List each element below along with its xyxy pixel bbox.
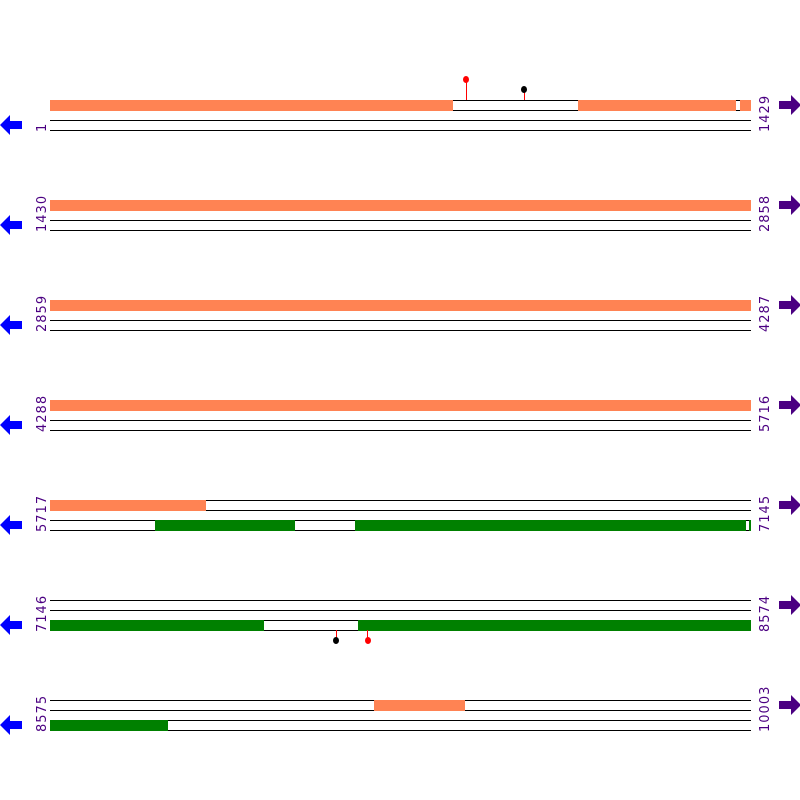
- arrow-left-icon[interactable]: [0, 415, 22, 439]
- marker-stem: [335, 630, 337, 640]
- arrow-left-icon[interactable]: [0, 215, 22, 239]
- arrow-right-icon[interactable]: [779, 495, 800, 519]
- top-strand-lane: [50, 100, 751, 111]
- marker-red-icon[interactable]: [463, 76, 470, 83]
- arrow-right-icon[interactable]: [779, 195, 800, 219]
- top-strand-lane: [50, 500, 751, 511]
- map-row: 2859 4287: [0, 200, 800, 335]
- arrow-right-icon[interactable]: [779, 695, 800, 719]
- row-end-label: 10003: [758, 685, 773, 732]
- forward-feature[interactable]: [50, 500, 207, 511]
- forward-feature[interactable]: [50, 400, 751, 411]
- top-strand-lane: [50, 600, 751, 611]
- forward-feature[interactable]: [50, 100, 454, 111]
- reverse-feature[interactable]: [50, 620, 264, 631]
- arrow-left-icon[interactable]: [0, 615, 22, 639]
- marker-black-icon[interactable]: [521, 86, 528, 93]
- map-row: 8575 10003: [0, 600, 800, 735]
- marker-stem: [523, 90, 525, 100]
- map-row: 5717 7145: [0, 400, 800, 535]
- bottom-strand-lane: [50, 720, 751, 731]
- arrow-right-icon[interactable]: [779, 95, 800, 119]
- marker-stem: [367, 630, 369, 640]
- forward-feature[interactable]: [50, 200, 751, 211]
- arrow-right-icon[interactable]: [779, 395, 800, 419]
- reverse-feature[interactable]: [358, 620, 751, 631]
- marker-black-icon[interactable]: [333, 637, 340, 644]
- bottom-strand-lane: [50, 220, 751, 231]
- marker-stem: [465, 80, 467, 100]
- reverse-feature[interactable]: [748, 520, 751, 531]
- row-start-label: 8575: [35, 694, 50, 732]
- top-strand-lane: [50, 700, 751, 711]
- reverse-feature[interactable]: [50, 720, 168, 731]
- arrow-left-icon[interactable]: [0, 715, 22, 739]
- map-row: 4288 5716: [0, 300, 800, 435]
- bottom-strand-lane: [50, 420, 751, 431]
- reverse-feature[interactable]: [355, 520, 746, 531]
- bottom-strand-lane: [50, 520, 751, 531]
- forward-feature[interactable]: [739, 100, 751, 111]
- forward-feature[interactable]: [50, 300, 751, 311]
- map-row: 1430 2858: [0, 100, 800, 235]
- forward-feature[interactable]: [578, 100, 737, 111]
- map-row: 1 1429: [0, 0, 800, 135]
- reverse-feature[interactable]: [154, 520, 295, 531]
- marker-red-icon[interactable]: [364, 637, 371, 644]
- arrow-left-icon[interactable]: [0, 315, 22, 339]
- top-strand-lane: [50, 200, 751, 211]
- bottom-strand-lane: [50, 120, 751, 131]
- arrow-left-icon[interactable]: [0, 515, 22, 539]
- arrow-left-icon[interactable]: [0, 115, 22, 139]
- forward-feature[interactable]: [374, 700, 465, 711]
- top-strand-lane: [50, 400, 751, 411]
- bottom-strand-lane: [50, 320, 751, 331]
- arrow-right-icon[interactable]: [779, 295, 800, 319]
- map-row: 7146 8574: [0, 500, 800, 644]
- arrow-right-icon[interactable]: [779, 595, 800, 619]
- bottom-strand-lane: [50, 620, 751, 631]
- top-strand-lane: [50, 300, 751, 311]
